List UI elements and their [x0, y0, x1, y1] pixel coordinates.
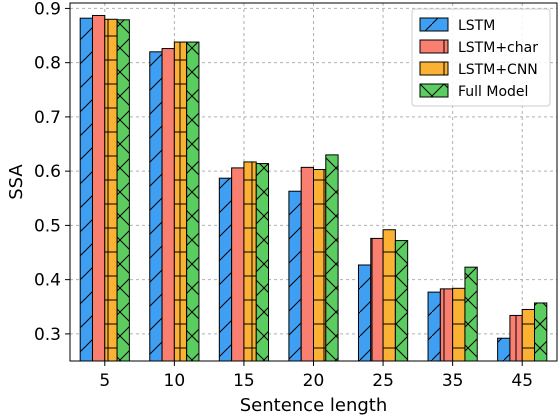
bar-lstm-char-25: [370, 237, 384, 362]
bar-lstm-45: [497, 337, 511, 362]
bar-full-model-5: [116, 19, 130, 362]
bar-lstm-char-20: [300, 166, 315, 362]
bar-lstm-cnn-25: [382, 229, 396, 362]
bar-lstm-15: [218, 177, 233, 362]
y-tick-label: 0.6: [34, 162, 61, 182]
bar-full-model-20: [325, 154, 339, 362]
x-ticks: 5 10 15 20 25 35 45: [99, 361, 533, 391]
y-tick-label: 0.8: [34, 54, 61, 74]
bars: [79, 14, 548, 362]
legend: LSTM LSTM+char LSTM+CNN Full Model: [411, 8, 551, 107]
y-ticks: 0.3 0.4 0.5 0.6 0.7 0.8 0.9: [34, 0, 70, 345]
bar-lstm-cnn-15: [243, 161, 257, 362]
legend-swatch: [419, 83, 449, 98]
y-axis-label: SSA: [6, 164, 27, 200]
bar-lstm-char-15: [231, 167, 245, 362]
legend-swatch: [419, 39, 449, 54]
y-tick-label: 0.7: [34, 108, 61, 128]
bar-lstm-25: [357, 264, 372, 362]
bar-lstm-char-45: [509, 314, 523, 362]
legend-box: [411, 8, 551, 107]
y-tick-label: 0.5: [34, 216, 61, 236]
bar-lstm-cnn-5: [104, 18, 118, 362]
legend-label: LSTM+char: [458, 40, 538, 56]
bar-lstm-cnn-10: [173, 41, 188, 362]
bar-full-model-15: [255, 163, 270, 362]
bar-lstm-char-10: [161, 48, 175, 362]
bar-lstm-char-35: [439, 288, 454, 362]
x-tick-label: 45: [511, 371, 533, 391]
bar-full-model-25: [394, 240, 409, 362]
bar-lstm-10: [149, 51, 163, 362]
bar-full-model-35: [464, 266, 478, 362]
x-tick-label: 25: [372, 371, 394, 391]
x-tick-label: 35: [442, 371, 464, 391]
bar-lstm-20: [288, 190, 302, 362]
legend-label: LSTM+CNN: [458, 62, 538, 78]
y-tick-label: 0.9: [34, 0, 61, 19]
y-tick-label: 0.4: [34, 271, 61, 291]
bar-lstm-cnn-45: [521, 308, 536, 362]
bar-full-model-45: [534, 302, 548, 362]
y-tick-label: 0.3: [34, 325, 61, 345]
legend-label: LSTM: [458, 18, 495, 34]
bar-lstm-cnn-20: [313, 169, 327, 362]
x-axis-label: Sentence length: [240, 395, 388, 416]
legend-swatch: [419, 61, 449, 76]
x-tick-label: 20: [303, 371, 325, 391]
bar-full-model-10: [186, 41, 200, 362]
x-tick-label: 15: [233, 371, 255, 391]
bar-lstm-char-5: [91, 14, 106, 362]
x-tick-label: 5: [99, 371, 110, 391]
bar-lstm-cnn-35: [452, 287, 466, 362]
x-tick-label: 10: [164, 371, 186, 391]
bar-lstm-5: [79, 17, 93, 362]
legend-swatch: [419, 17, 449, 32]
bar-lstm-35: [427, 291, 441, 362]
legend-label: Full Model: [458, 84, 528, 100]
